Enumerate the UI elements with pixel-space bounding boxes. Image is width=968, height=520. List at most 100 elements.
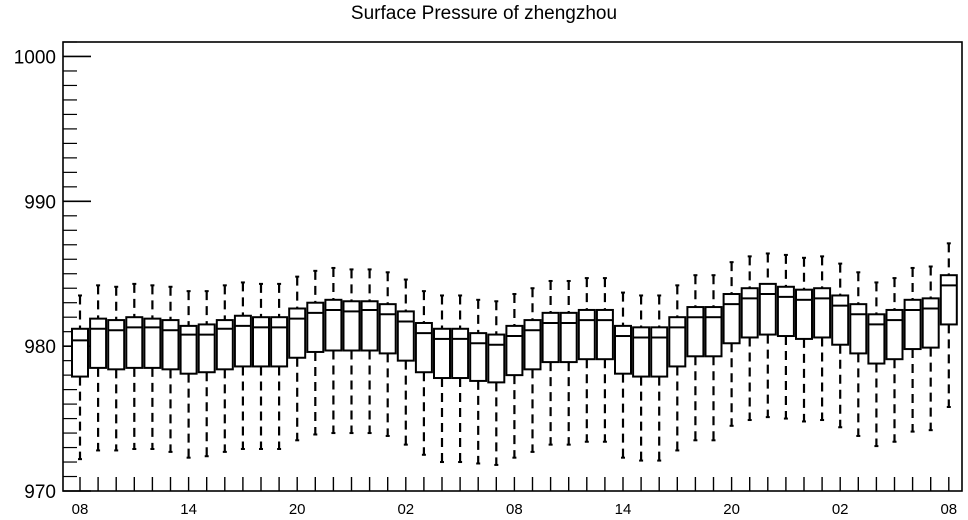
box-item: [577, 277, 596, 443]
box-item: [831, 262, 850, 429]
x-tick-label: 02: [397, 501, 414, 518]
box-item: [722, 261, 741, 427]
box-body: [650, 326, 669, 378]
box-item: [306, 269, 325, 436]
box-body: [306, 301, 325, 353]
box-body: [849, 303, 868, 355]
box-item: [433, 294, 451, 464]
box-item: [414, 290, 433, 456]
box-item: [360, 268, 379, 435]
box-item: [632, 294, 651, 462]
box-body: [505, 324, 524, 377]
box-body: [143, 317, 162, 369]
box-item: [650, 294, 669, 462]
box-item: [867, 281, 886, 448]
box-body: [523, 319, 542, 371]
box-item: [740, 255, 759, 422]
y-tick-label: 1000: [14, 47, 56, 68]
box-body: [595, 308, 614, 361]
box-item: [704, 274, 723, 442]
x-axis: 08 14 20 02 08 14 20 02 08: [72, 477, 957, 518]
box-body: [125, 316, 144, 369]
box-item: [197, 290, 216, 458]
x-tick-label: 20: [289, 501, 306, 518]
box-body: [469, 332, 488, 382]
box-body: [252, 316, 270, 368]
box-body: [722, 293, 741, 345]
x-tick-label: 08: [940, 501, 957, 518]
box-body: [487, 333, 506, 384]
box-item: [215, 284, 234, 453]
box-body: [903, 298, 922, 351]
box-item: [71, 294, 89, 461]
box-item: [668, 284, 687, 452]
box-body: [360, 300, 379, 352]
box-item: [921, 265, 940, 432]
box-item: [125, 282, 144, 450]
box-item: [107, 285, 126, 452]
box-body: [813, 287, 832, 339]
box-body: [89, 317, 108, 369]
box-body: [559, 311, 578, 364]
y-tick-label: 970: [24, 482, 56, 503]
box-body: [71, 327, 89, 378]
box-item: [758, 252, 777, 419]
box-body: [107, 319, 126, 371]
box-body: [451, 327, 470, 380]
box-item: [541, 279, 560, 446]
box-body: [885, 308, 904, 361]
box-item: [487, 300, 506, 466]
box-series: [71, 242, 958, 466]
x-tick-label: 02: [832, 501, 849, 518]
box-body: [921, 297, 940, 349]
box-item: [885, 277, 904, 443]
box-body: [686, 306, 705, 358]
box-item: [324, 266, 343, 435]
box-item: [813, 255, 832, 422]
box-item: [939, 242, 958, 408]
box-item: [161, 285, 180, 453]
box-item: [451, 294, 470, 464]
box-body: [414, 321, 433, 374]
box-item: [252, 282, 270, 450]
box-body: [161, 319, 180, 371]
box-body: [433, 327, 451, 380]
box-body: [614, 324, 632, 375]
box-item: [342, 268, 361, 435]
box-item: [233, 281, 252, 450]
box-item: [686, 274, 705, 442]
box-item: [795, 256, 813, 423]
box-item: [396, 278, 415, 446]
box-body: [233, 314, 252, 368]
box-item: [179, 290, 198, 459]
box-item: [143, 284, 162, 450]
x-tick-label: 20: [723, 501, 740, 518]
box-body: [179, 324, 198, 375]
box-body: [795, 288, 813, 340]
box-item: [776, 253, 795, 420]
box-body: [342, 300, 361, 352]
x-tick-label: 08: [506, 501, 523, 518]
box-item: [559, 279, 578, 446]
box-body: [288, 307, 307, 359]
box-item: [469, 298, 488, 465]
box-body: [758, 282, 777, 336]
box-body: [215, 319, 234, 371]
box-item: [595, 277, 614, 443]
box-body: [396, 310, 415, 362]
box-body: [577, 308, 596, 361]
y-tick-label: 990: [24, 192, 56, 213]
box-body: [270, 316, 289, 368]
chart-title: Surface Pressure of zhengzhou: [350, 3, 618, 24]
box-item: [849, 271, 868, 437]
box-body: [668, 316, 687, 368]
box-body: [632, 326, 651, 378]
box-item: [89, 284, 108, 452]
x-tick-label: 08: [72, 501, 89, 518]
plot-frame: [62, 41, 963, 492]
box-body: [324, 298, 343, 352]
box-body: [704, 306, 723, 358]
box-item: [523, 287, 542, 453]
box-item: [505, 293, 524, 459]
